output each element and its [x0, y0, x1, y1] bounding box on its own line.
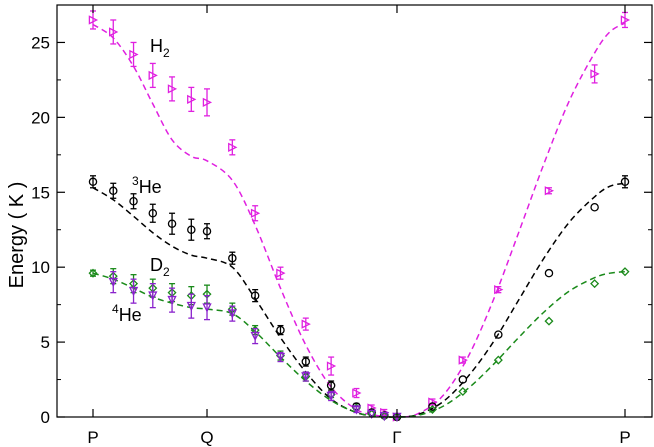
- data-point-3He: [109, 186, 118, 196]
- series-H2: [88, 10, 631, 422]
- y-tick-label: 0: [41, 408, 50, 427]
- y-tick-label: 10: [31, 258, 50, 277]
- data-point-H2: [428, 397, 438, 407]
- data-point-3He: [148, 208, 158, 218]
- data-point-D2: [544, 316, 554, 326]
- data-point-4He: [148, 291, 158, 301]
- series-label-D2: D2: [150, 255, 170, 279]
- data-point-4He: [379, 412, 389, 422]
- data-point-H2: [148, 70, 158, 81]
- data-point-3He: [301, 357, 311, 366]
- data-point-H2: [494, 285, 504, 295]
- data-point-H2: [326, 361, 337, 371]
- data-point-4He: [202, 303, 212, 313]
- data-point-3He: [202, 226, 212, 236]
- data-point-H2: [88, 15, 99, 25]
- data-point-3He: [428, 402, 437, 411]
- fit-curve-3He: [92, 182, 626, 418]
- data-point-3He: [544, 268, 554, 278]
- series-labels: H2 3He D2 4He: [112, 36, 170, 325]
- data-point-3He: [250, 291, 260, 300]
- data-point-H2: [620, 15, 631, 25]
- x-tick-label: Q: [200, 428, 213, 447]
- data-point-H2: [544, 186, 555, 196]
- series-label-H2: H2: [150, 36, 170, 60]
- data-point-3He: [620, 177, 630, 187]
- y-tick-label: 20: [31, 108, 50, 127]
- y-tick-label: 25: [31, 33, 50, 52]
- data-point-3He: [276, 325, 285, 335]
- data-point-4He: [250, 331, 260, 342]
- data-point-H2: [202, 97, 213, 108]
- data-point-3He: [228, 253, 237, 263]
- data-point-4He: [167, 295, 177, 306]
- data-point-D2: [427, 404, 437, 415]
- data-point-H2: [109, 27, 119, 37]
- data-point-D2: [88, 268, 98, 278]
- data-point-3He: [187, 225, 196, 234]
- series-3He: [88, 175, 630, 422]
- data-point-D2: [620, 267, 630, 277]
- y-tick-label: 15: [31, 183, 50, 202]
- y-tick-label: 5: [41, 333, 50, 352]
- plot-frame: [56, 4, 653, 418]
- data-point-4He: [128, 286, 139, 297]
- data-point-4He: [186, 301, 196, 312]
- data-point-3He: [367, 408, 376, 417]
- data-point-H2: [167, 84, 178, 94]
- data-point-3He: [326, 381, 336, 390]
- data-point-H2: [301, 319, 311, 329]
- data-point-3He: [494, 330, 503, 339]
- data-point-D2: [493, 355, 503, 365]
- data-point-4He: [227, 309, 237, 319]
- data-point-H2: [352, 388, 362, 398]
- data-point-D2: [458, 387, 468, 397]
- data-point-D2: [590, 279, 600, 289]
- x-tick-label: Γ: [392, 428, 401, 447]
- x-tick-label: P: [619, 428, 630, 447]
- data-point-H2: [276, 268, 286, 278]
- series-label-3He: 3He: [132, 174, 162, 197]
- data-point-H2: [187, 94, 197, 105]
- data-point-H2: [590, 69, 600, 79]
- data-point-3He: [129, 197, 138, 206]
- data-point-3He: [167, 219, 177, 228]
- data-point-H2: [458, 355, 468, 365]
- data-point-4He: [326, 391, 336, 402]
- data-point-4He: [108, 277, 118, 288]
- data-point-4He: [351, 405, 362, 415]
- data-point-4He: [275, 352, 286, 363]
- x-tick-label: P: [87, 428, 98, 447]
- series-label-4He: 4He: [112, 302, 142, 325]
- data-markers: [88, 10, 631, 423]
- data-point-3He: [88, 177, 98, 187]
- data-point-H2: [129, 49, 139, 60]
- data-point-H2: [250, 208, 261, 218]
- data-point-H2: [228, 142, 238, 152]
- data-point-3He: [458, 375, 468, 384]
- data-point-4He: [301, 372, 311, 382]
- data-point-3He: [590, 203, 599, 212]
- data-point-4He: [367, 409, 377, 420]
- y-axis-title: Energy ( K ): [6, 182, 28, 289]
- fit-curve-D2: [92, 270, 626, 418]
- series-4He: [108, 271, 402, 423]
- axes: 0 5 10 15 20 25 P Q Γ P: [31, 4, 653, 447]
